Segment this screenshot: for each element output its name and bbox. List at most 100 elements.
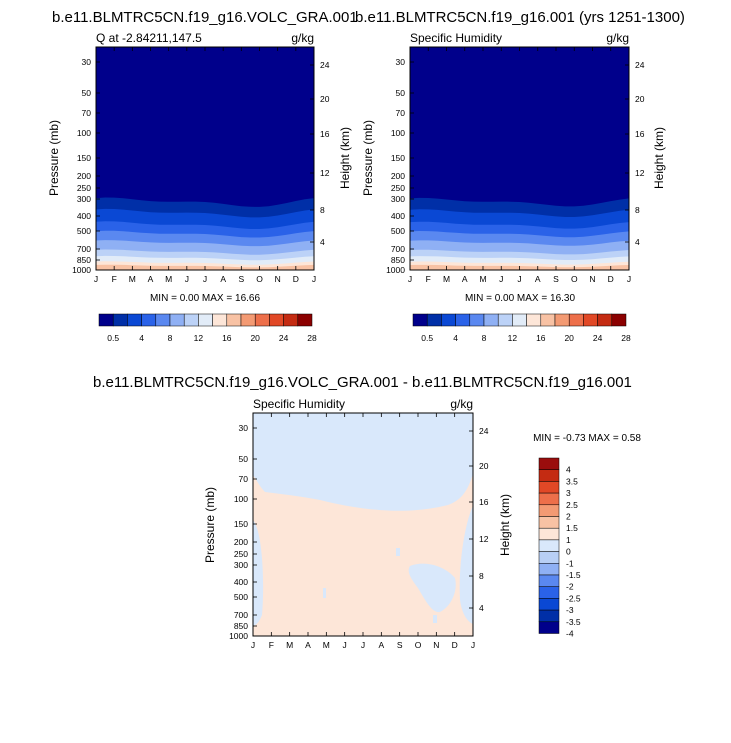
panel-3-ytick-label: 250	[234, 549, 248, 559]
panel-3-y2tick-label: 8	[479, 571, 484, 581]
panel-1-colorbar-label: 0.5	[107, 333, 119, 343]
panel-3-negative-spot	[323, 588, 326, 598]
panel-2-contours	[410, 47, 629, 270]
panel-1-colorbar-label: 8	[168, 333, 173, 343]
panel-2-xtick-label: J	[627, 274, 631, 284]
panel-3-left-label: Specific Humidity	[253, 397, 345, 411]
panel-3-colorbar-box	[538, 609, 560, 623]
panel-3-contours	[253, 413, 473, 636]
panel-3-colorbar-label: -4	[566, 629, 574, 639]
panel-3-colorbar-label: 2	[566, 512, 571, 522]
panel-1-colorbar-box	[183, 313, 199, 327]
panel-2-ylabel: Pressure (mb)	[361, 120, 375, 196]
panel-3-xtick-label: D	[452, 640, 458, 650]
panel-2-colorbar-box	[426, 313, 442, 327]
panel-3-xtick-label: N	[433, 640, 439, 650]
panel-2-xtick-label: J	[517, 274, 521, 284]
panel-3-negative-spot	[433, 615, 437, 623]
panel-1-colorbar-box	[141, 313, 157, 327]
panel-3-colorbar-box	[538, 621, 560, 634]
panel-3-ytick-label: 70	[239, 474, 249, 484]
panel-2-colorbar-box	[583, 313, 598, 327]
panel-2-colorbar-label: 0.5	[421, 333, 433, 343]
panel-1-xtick-label: J	[203, 274, 207, 284]
panel-2-xtick-label: J	[408, 274, 412, 284]
panel-2-y2tick-label: 16	[635, 129, 645, 139]
panel-2-ytick-label: 100	[391, 128, 405, 138]
panel-3-y2tick-label: 4	[479, 603, 484, 613]
panel-3-ytick-label: 1000	[229, 631, 248, 641]
panel-1-colorbar-box	[240, 313, 256, 327]
panel-1-colorbar-box	[212, 313, 228, 327]
panel-1-ytick-label: 70	[82, 108, 92, 118]
panel-3-colorbar-box	[538, 457, 560, 470]
panel-1-y2label: Height (km)	[338, 127, 352, 189]
panel-3-xtick-label: O	[415, 640, 422, 650]
panel-2-xtick-label: M	[479, 274, 486, 284]
panel-2-xtick-label: F	[426, 274, 431, 284]
panel-1-y2tick-label: 16	[320, 129, 330, 139]
panel-1-xtick-label: M	[129, 274, 136, 284]
panel-2-colorbar-box	[526, 313, 542, 327]
panel-2-plot: Specific Humidity g/kg J F M A M J J A S O N D J 30 50…	[361, 31, 666, 343]
panel-2-xtick-label: N	[589, 274, 595, 284]
panel-2-colorbar: 0.5 4 8 12 16 20 24 28	[412, 313, 631, 343]
panel-2-xtick-label: A	[535, 274, 541, 284]
panel-3-xtick-label: J	[471, 640, 475, 650]
panel-3-ytick-label: 500	[234, 592, 248, 602]
panel-2-y2label: Height (km)	[652, 127, 666, 189]
panel-1-colorbar-label: 12	[194, 333, 204, 343]
panel-3-xtick-label: S	[397, 640, 403, 650]
panel-1-xtick-label: A	[148, 274, 154, 284]
panel-2-colorbar-box	[483, 313, 499, 327]
panel-1-ytick-label: 150	[77, 153, 91, 163]
panel-2-colorbar-label: 12	[508, 333, 518, 343]
panel-2-colorbar-label: 24	[593, 333, 603, 343]
panel-1-colorbar-box	[254, 313, 270, 327]
panel-2-colorbar-box	[412, 313, 428, 327]
panel-3-stats: MIN = -0.73 MAX = 0.58	[533, 433, 641, 444]
panel-2-xtick-label: D	[608, 274, 614, 284]
panel-1-ytick-label: 250	[77, 183, 91, 193]
panel-1-title: b.e11.BLMTRC5CN.f19_g16.VOLC_GRA.001	[52, 9, 358, 26]
panel-3-colorbar: 43.5 3 2.5 21.5 1 0-1 -1.5 -2-2.5 -3 -3.5 -4	[538, 457, 581, 639]
panel-2-colorbar-box	[469, 313, 485, 327]
panel-3-colorbar-label: -2	[566, 582, 574, 592]
panel-1-xtick-label: J	[312, 274, 316, 284]
panel-2-colorbar-box	[455, 313, 471, 327]
panel-1-ylabel: Pressure (mb)	[47, 120, 61, 196]
panel-2-ytick-label: 150	[391, 153, 405, 163]
panel-2-colorbar-label: 16	[536, 333, 546, 343]
panel-2-ytick-label: 500	[391, 226, 405, 236]
panel-3-ytick-label: 150	[234, 519, 248, 529]
panel-3-y2label: Height (km)	[498, 494, 512, 556]
panel-1-xtick-label: N	[275, 274, 281, 284]
panel-1-colorbar-box	[112, 313, 128, 327]
panel-3-colorbar-box	[538, 574, 560, 587]
panel-2-colorbar-label: 20	[564, 333, 574, 343]
panel-1-colorbar-box	[283, 313, 299, 327]
panel-2-xtick-label: S	[553, 274, 559, 284]
panel-1-xtick-label: J	[94, 274, 98, 284]
panel-3-y2tick-label: 20	[479, 461, 489, 471]
panel-1-ytick-label: 400	[77, 211, 91, 221]
panel-1-colorbar-label: 20	[250, 333, 260, 343]
panel-1-units: g/kg	[291, 31, 314, 45]
panel-1-y2tick-label: 4	[320, 237, 325, 247]
panel-3-colorbar-label: 0	[566, 547, 571, 557]
panel-3-colorbar-box	[538, 516, 560, 529]
panel-1-colorbar-box	[297, 313, 313, 327]
panel-1-left-label: Q at -2.84211,147.5	[96, 31, 202, 45]
panel-1-colorbar: 0.5 4 8 12 16 20 24 28	[98, 313, 317, 343]
panel-1-colorbar-label: 28	[307, 333, 317, 343]
panel-3-ytick-label: 30	[239, 423, 249, 433]
panel-1-xtick-label: O	[256, 274, 263, 284]
panel-3-plot: Specific Humidity g/kg J F M A M J J A S O N D J3050…	[203, 397, 641, 650]
panel-1-ytick-label: 850	[77, 255, 91, 265]
panel-3-xtick-label: J	[361, 640, 365, 650]
panel-2-ytick-label: 300	[391, 194, 405, 204]
panel-3-colorbar-box	[538, 539, 560, 552]
